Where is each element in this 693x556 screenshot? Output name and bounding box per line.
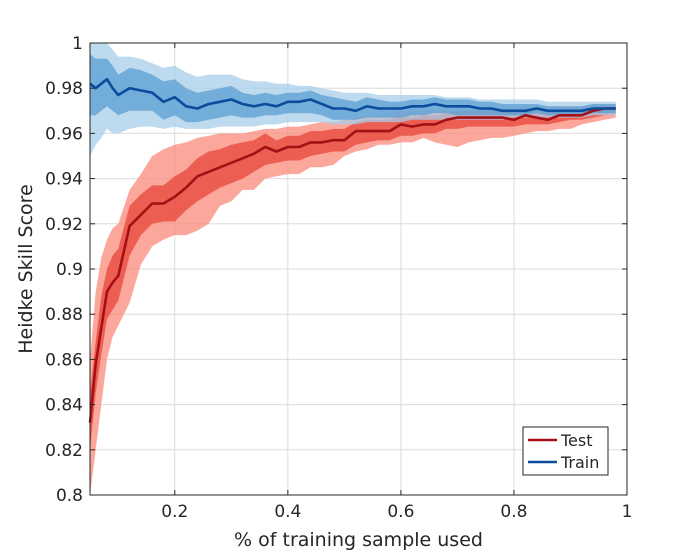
train-line <box>89 77 616 113</box>
series-lines <box>88 77 616 423</box>
x-tick-label: 0.4 <box>274 502 301 522</box>
legend-label-train: Train <box>560 453 599 472</box>
x-tick-label: 0.8 <box>500 502 527 522</box>
y-tick-label: 0.9 <box>56 260 83 280</box>
x-tick-label: 0.6 <box>387 502 414 522</box>
legend: Test Train <box>522 426 609 476</box>
y-tick-label: 0.84 <box>45 396 83 416</box>
x-axis-ticks: 0.2 0.4 0.6 0.8 1 <box>161 43 632 522</box>
test-line <box>88 107 616 423</box>
y-tick-label: 0.92 <box>45 215 83 235</box>
y-axis-label: Heidke Skill Score <box>15 184 37 354</box>
y-tick-label: 0.82 <box>45 441 83 461</box>
confidence-bands <box>90 43 616 495</box>
legend-box <box>522 426 609 476</box>
y-axis-ticks: 0.8 0.82 0.84 0.86 0.88 0.9 0.92 0.94 0.96 0.98 1 <box>45 34 627 506</box>
x-tick-label: 1 <box>622 502 633 522</box>
train-outer-band <box>90 43 616 156</box>
test-outer-band <box>90 104 616 495</box>
y-tick-label: 1 <box>72 34 83 54</box>
y-tick-label: 0.88 <box>45 305 83 325</box>
x-axis-label: % of training sample used <box>234 529 483 551</box>
x-tick-label: 0.2 <box>161 502 188 522</box>
y-tick-label: 0.98 <box>45 79 83 99</box>
train-inner-band <box>90 54 616 123</box>
legend-label-test: Test <box>560 431 593 450</box>
y-tick-label: 0.94 <box>45 170 83 190</box>
y-tick-label: 0.8 <box>56 486 83 506</box>
y-tick-label: 0.96 <box>45 124 83 144</box>
y-tick-label: 0.86 <box>45 350 83 370</box>
